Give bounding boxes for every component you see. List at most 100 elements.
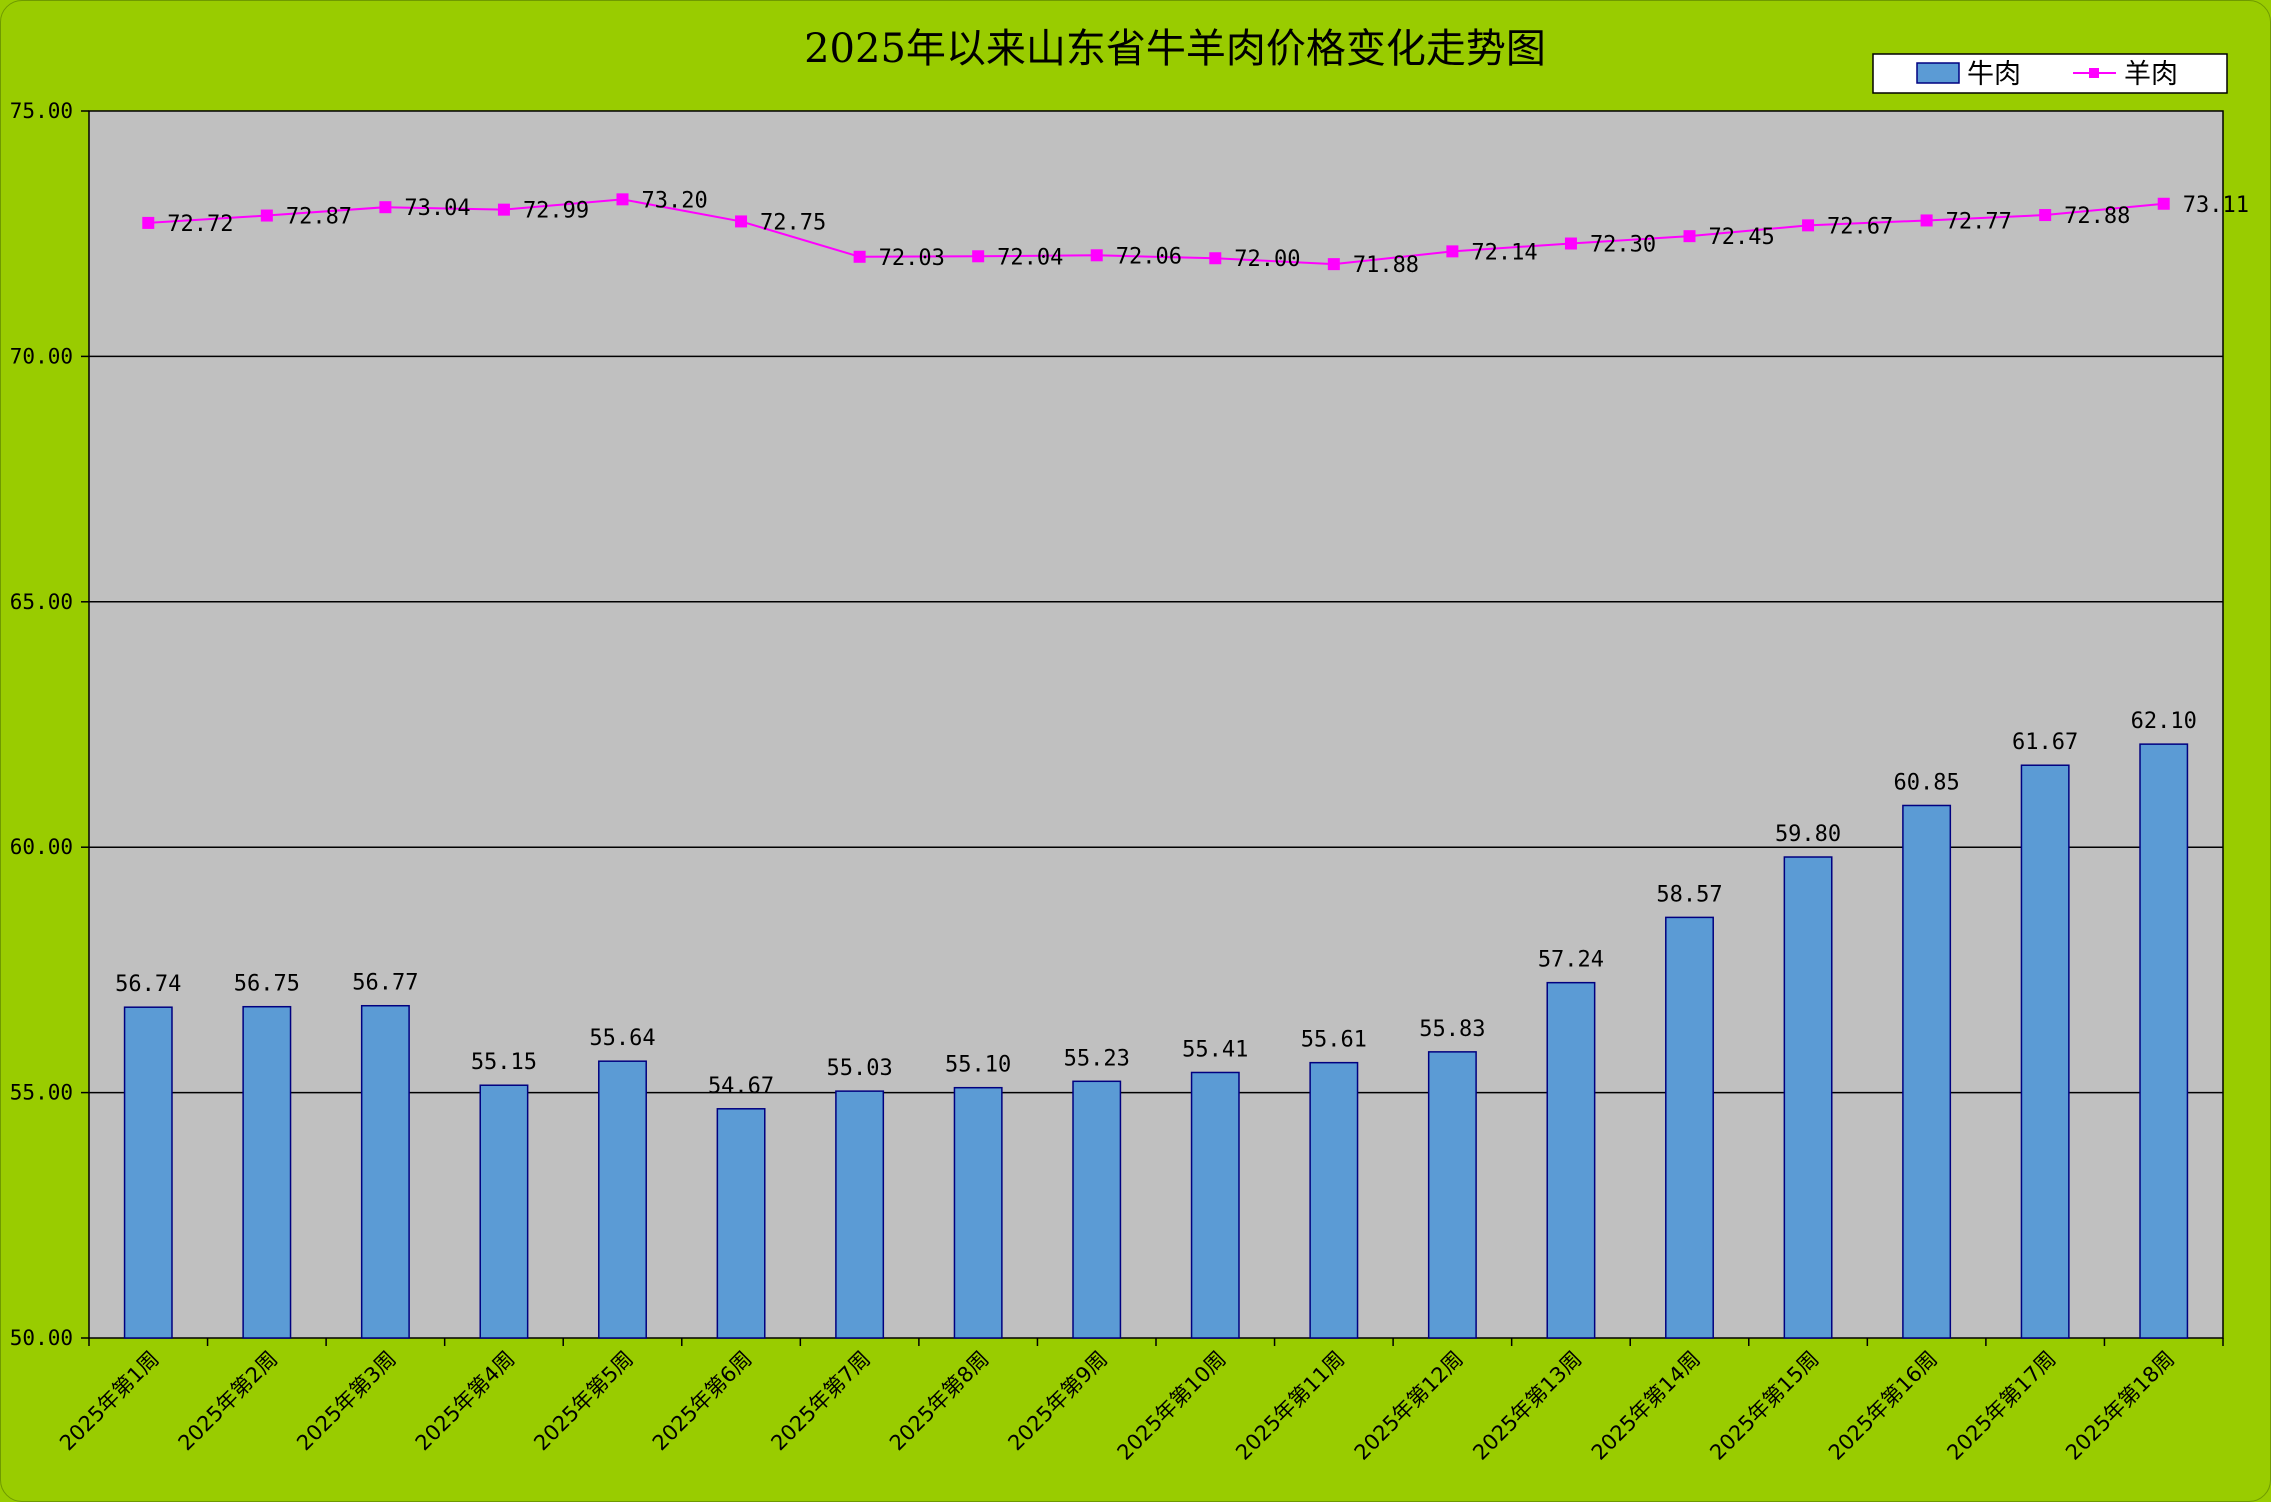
bar	[1309, 1061, 1359, 1339]
x-tick-label: 2025年第13周	[1468, 1347, 1586, 1465]
bar	[1546, 981, 1596, 1339]
bar-data-label: 56.77	[352, 971, 418, 996]
y-tick-label: 75.00	[10, 99, 73, 123]
x-tick-label: 2025年第5周	[529, 1347, 638, 1456]
chart-title: 2025年以来山东省牛羊肉价格变化走势图	[804, 26, 1546, 72]
series-marker	[1327, 258, 1340, 271]
series-marker	[1564, 237, 1577, 250]
series-marker	[379, 201, 392, 214]
x-tick-label: 2025年第9周	[1003, 1347, 1112, 1456]
bar-data-label: 55.41	[1182, 1037, 1248, 1062]
line-data-label: 72.87	[286, 205, 352, 230]
y-tick-label: 65.00	[10, 590, 73, 614]
bar-data-label: 55.03	[826, 1056, 892, 1081]
bar-data-label: 62.10	[2131, 709, 2197, 734]
x-tick-label: 2025年第10周	[1113, 1347, 1231, 1465]
line-data-label: 72.67	[1827, 214, 1893, 239]
line-data-label: 73.20	[642, 188, 708, 213]
bar-data-label: 57.24	[1538, 948, 1604, 973]
bar	[242, 1005, 292, 1339]
line-series-mutton	[142, 193, 2170, 271]
bar	[2020, 764, 2070, 1339]
bar	[123, 1006, 173, 1339]
bar-data-label: 54.67	[708, 1074, 774, 1099]
line-data-label: 72.99	[523, 199, 589, 224]
line-data-label: 72.45	[1709, 225, 1775, 250]
bar-data-label: 55.15	[471, 1050, 537, 1075]
legend-mutton-label: 羊肉	[2124, 59, 2178, 90]
x-tick-label: 2025年第6周	[648, 1347, 757, 1456]
series-marker	[1446, 245, 1459, 258]
line-data-label: 72.06	[1116, 244, 1182, 269]
x-tick-label: 2025年第16周	[1824, 1347, 1942, 1465]
bar-series-beef	[123, 743, 2189, 1339]
x-tick-label: 2025年第7周	[766, 1347, 875, 1456]
series-marker	[1920, 214, 1933, 227]
x-tick-label: 2025年第3周	[292, 1347, 401, 1456]
x-tick-label: 2025年第2周	[174, 1347, 283, 1456]
bar-labels: 56.74 56.75 56.77 55.15 55.64 54.67 55.03 55.10…	[115, 709, 2197, 1099]
series-marker	[735, 215, 748, 228]
line-data-label: 72.30	[1590, 233, 1656, 258]
series-marker	[853, 250, 866, 263]
y-tick-label: 70.00	[10, 344, 73, 368]
bar	[1783, 856, 1833, 1339]
line-data-label: 73.04	[404, 196, 470, 221]
bar	[835, 1090, 885, 1339]
series-marker	[1802, 219, 1815, 232]
legend: 牛肉 羊肉	[1872, 53, 2228, 94]
bar	[479, 1084, 529, 1339]
x-tick-label: 2025年第12周	[1350, 1347, 1468, 1465]
series-marker	[497, 203, 510, 216]
x-tick-label: 2025年第11周	[1231, 1347, 1349, 1465]
series-marker	[1209, 252, 1222, 265]
line-data-label: 72.03	[879, 246, 945, 271]
series-line	[148, 198, 2164, 266]
bar-data-label: 55.64	[589, 1026, 655, 1051]
series-marker	[1683, 230, 1696, 243]
bar	[1902, 804, 1952, 1339]
legend-beef-swatch	[1916, 62, 1960, 84]
y-tick-label: 60.00	[10, 835, 73, 859]
bar	[953, 1086, 1003, 1339]
bar-data-label: 55.83	[1419, 1017, 1485, 1042]
gridlines	[89, 355, 2223, 1094]
bar-data-label: 56.74	[115, 972, 181, 997]
bar-data-label: 58.57	[1656, 882, 1722, 907]
series-marker	[972, 250, 985, 263]
line-data-label: 71.88	[1353, 253, 1419, 278]
bar-data-label: 56.75	[234, 972, 300, 997]
legend-beef-label: 牛肉	[1967, 59, 2021, 90]
series-marker	[1090, 249, 1103, 262]
line-data-label: 73.11	[2183, 193, 2249, 218]
bar	[1427, 1051, 1477, 1339]
x-tick-label: 2025年第18周	[2061, 1347, 2179, 1465]
bar-data-label: 59.80	[1775, 822, 1841, 847]
bar	[716, 1108, 766, 1339]
series-marker	[142, 216, 155, 229]
bar-data-label: 55.61	[1301, 1028, 1367, 1053]
y-tick-label: 55.00	[10, 1081, 73, 1105]
legend-mutton-marker	[2089, 68, 2099, 78]
x-tick-label: 2025年第1周	[55, 1347, 164, 1456]
series-marker	[260, 209, 273, 222]
bar-data-label: 61.67	[2012, 730, 2078, 755]
x-tick-label: 2025年第14周	[1587, 1347, 1705, 1465]
bar	[1190, 1071, 1240, 1339]
line-data-label: 72.14	[1471, 240, 1537, 265]
x-tick-label: 2025年第17周	[1942, 1347, 2060, 1465]
x-tick-label: 2025年第4周	[411, 1347, 520, 1456]
bar-data-label: 60.85	[1893, 770, 1959, 795]
line-data-label: 72.00	[1234, 247, 1300, 272]
series-marker	[2157, 197, 2170, 210]
line-data-label: 72.75	[760, 210, 826, 235]
bar-data-label: 55.10	[945, 1053, 1011, 1078]
y-tick-label: 50.00	[10, 1326, 73, 1350]
y-axis: 50.00 55.00 60.00 65.00 70.00 75.00	[10, 99, 89, 1350]
bar	[598, 1060, 647, 1339]
bar	[1072, 1080, 1122, 1339]
x-tick-label: 2025年第15周	[1705, 1347, 1823, 1465]
series-marker	[2039, 209, 2052, 222]
line-data-label: 72.88	[2064, 204, 2130, 229]
